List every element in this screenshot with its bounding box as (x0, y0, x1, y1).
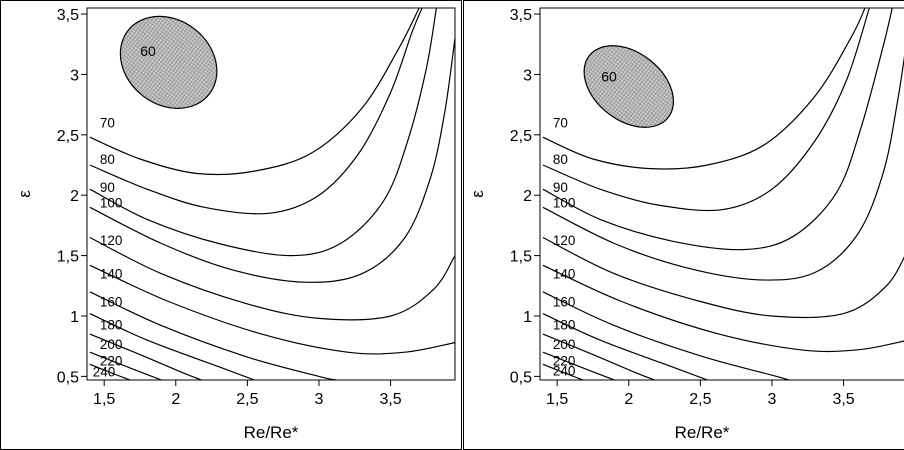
contour-label-90: 90 (553, 180, 568, 195)
contour-label-160: 160 (553, 294, 576, 309)
x-tick-label: 3,5 (832, 391, 854, 408)
y-tick-label: 2 (523, 188, 532, 205)
contour-line-70 (89, 8, 420, 176)
y-tick-label: 3,5 (57, 7, 79, 24)
contour-label-220: 220 (100, 354, 123, 369)
x-tick-label: 2,5 (689, 391, 711, 408)
contour-line-160 (542, 291, 790, 380)
contour-label-100: 100 (553, 195, 576, 210)
contour-label-70: 70 (553, 116, 568, 131)
contour-line-220 (89, 351, 162, 380)
contour-line-100 (542, 55, 904, 281)
contour-label-240: 240 (93, 365, 116, 380)
x-tick-label: 2 (171, 391, 180, 408)
y-tick-label: 2 (70, 188, 79, 205)
x-tick-label: 1,5 (93, 391, 115, 408)
contour-line-140 (542, 264, 904, 353)
minimum-region-label: 60 (140, 43, 156, 59)
contour-line-180 (89, 313, 255, 380)
contour-line-200 (542, 333, 655, 380)
contour-line-100 (89, 38, 455, 283)
minimum-region-label: 60 (601, 68, 617, 84)
y-tick-label: 2,5 (57, 128, 79, 145)
y-tick-label: 1 (523, 309, 532, 326)
x-axis-title: Re/Re* (244, 423, 299, 442)
y-tick-label: 3,5 (510, 7, 532, 24)
y-tick-label: 1 (70, 309, 79, 326)
x-tick-label: 2,5 (236, 391, 258, 408)
y-tick-label: 1,5 (57, 249, 79, 266)
contour-line-70 (542, 8, 866, 170)
contour-label-120: 120 (100, 233, 123, 248)
contour-line-240 (542, 363, 584, 380)
y-tick-label: 0,5 (57, 369, 79, 386)
contour-label-160: 160 (100, 294, 123, 309)
contour-line-200 (89, 333, 202, 380)
x-tick-label: 1,5 (546, 391, 568, 408)
contour-line-80 (89, 8, 423, 215)
contour-line-180 (542, 313, 708, 380)
contour-label-80: 80 (553, 152, 568, 167)
contour-label-240: 240 (553, 363, 576, 378)
contour-label-180: 180 (553, 317, 576, 332)
contour-label-140: 140 (553, 267, 576, 282)
contour-label-70: 70 (100, 116, 115, 131)
contour-label-140: 140 (100, 267, 123, 282)
contour-line-90 (89, 8, 437, 257)
x-tick-label: 2 (624, 391, 633, 408)
contour-label-80: 80 (100, 152, 115, 167)
minimum-region (119, 15, 218, 109)
contour-line-80 (542, 8, 870, 212)
contour-line-160 (89, 291, 337, 380)
y-tick-label: 2,5 (510, 128, 532, 145)
x-tick-label: 3,5 (379, 391, 401, 408)
contour-label-120: 120 (553, 233, 576, 248)
contour-line-220 (542, 351, 615, 380)
x-tick-label: 3 (315, 391, 324, 408)
x-axis-title: Re/Re* (675, 423, 730, 442)
contour-line-120 (542, 236, 904, 319)
contour-line-120 (89, 236, 455, 321)
contour-line-90 (542, 8, 893, 251)
contour-label-90: 90 (100, 180, 115, 195)
y-axis-title: ε (15, 190, 34, 198)
contour-label-180: 180 (100, 317, 123, 332)
y-tick-label: 3 (70, 67, 79, 84)
contour-line-140 (89, 264, 455, 355)
y-axis-title: ε (468, 190, 487, 198)
contour-label-100: 100 (100, 195, 123, 210)
y-tick-label: 3 (523, 67, 532, 84)
contour-label-200: 200 (100, 337, 123, 352)
contour-label-200: 200 (553, 337, 576, 352)
y-tick-label: 0,5 (510, 369, 532, 386)
minimum-region (583, 45, 675, 128)
y-tick-label: 1,5 (510, 249, 532, 266)
x-tick-label: 3 (768, 391, 777, 408)
contour-label-220: 220 (553, 354, 576, 369)
contour-line-240 (89, 363, 131, 380)
